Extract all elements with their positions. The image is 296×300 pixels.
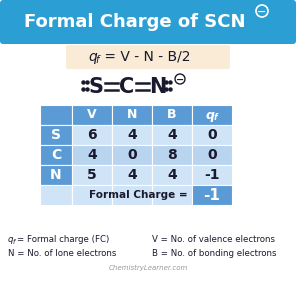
Text: C: C xyxy=(51,148,61,162)
Text: f: f xyxy=(213,113,217,122)
Bar xyxy=(40,105,72,125)
Text: -1: -1 xyxy=(204,188,221,202)
Text: B = No. of bonding electrons: B = No. of bonding electrons xyxy=(152,248,276,257)
Bar xyxy=(72,165,112,185)
Bar xyxy=(40,185,72,205)
Text: 4: 4 xyxy=(167,168,177,182)
Bar xyxy=(192,125,232,145)
Text: 5: 5 xyxy=(87,168,97,182)
Text: 4: 4 xyxy=(167,128,177,142)
Text: 4: 4 xyxy=(87,148,97,162)
Text: ChemistryLearner.com: ChemistryLearner.com xyxy=(108,265,188,271)
Text: 4: 4 xyxy=(127,168,137,182)
Bar xyxy=(192,145,232,165)
Text: S: S xyxy=(89,77,104,97)
Bar xyxy=(40,145,72,165)
Bar xyxy=(40,165,72,185)
Text: q: q xyxy=(205,109,215,122)
Bar xyxy=(152,165,192,185)
Text: N: N xyxy=(149,77,167,97)
Bar xyxy=(72,145,112,165)
Text: q: q xyxy=(8,236,14,244)
Bar xyxy=(152,105,192,125)
Text: N: N xyxy=(127,109,137,122)
Bar xyxy=(192,185,232,205)
Bar xyxy=(192,165,232,185)
FancyBboxPatch shape xyxy=(0,0,296,44)
Text: V: V xyxy=(87,109,97,122)
Text: 6: 6 xyxy=(87,128,97,142)
Text: 0: 0 xyxy=(207,128,217,142)
Bar xyxy=(112,125,152,145)
Bar xyxy=(152,145,192,165)
Text: 4: 4 xyxy=(127,128,137,142)
Bar xyxy=(40,125,72,145)
Text: C: C xyxy=(119,77,135,97)
Bar xyxy=(152,185,192,205)
Bar xyxy=(112,165,152,185)
Bar xyxy=(72,185,112,205)
Text: q: q xyxy=(88,50,97,64)
Text: 0: 0 xyxy=(127,148,137,162)
Text: -1: -1 xyxy=(204,168,220,182)
Text: f: f xyxy=(95,55,98,65)
Text: f: f xyxy=(13,239,15,245)
Text: S: S xyxy=(51,128,61,142)
Bar xyxy=(112,145,152,165)
Text: = Formal charge (FC): = Formal charge (FC) xyxy=(17,236,109,244)
Bar xyxy=(152,125,192,145)
Bar xyxy=(72,125,112,145)
Text: V = No. of valence electrons: V = No. of valence electrons xyxy=(152,236,275,244)
Text: B: B xyxy=(167,109,177,122)
Bar xyxy=(112,105,152,125)
Text: N: N xyxy=(50,168,62,182)
Text: = V - N - B/2: = V - N - B/2 xyxy=(100,50,191,64)
Bar xyxy=(192,105,232,125)
Bar xyxy=(112,185,152,205)
Text: 0: 0 xyxy=(207,148,217,162)
Bar xyxy=(72,105,112,125)
Text: −: − xyxy=(176,74,184,85)
Text: N = No. of lone electrons: N = No. of lone electrons xyxy=(8,248,116,257)
Text: Formal Charge =: Formal Charge = xyxy=(89,190,188,200)
Text: Formal Charge of SCN: Formal Charge of SCN xyxy=(24,13,246,31)
Text: 8: 8 xyxy=(167,148,177,162)
FancyBboxPatch shape xyxy=(66,45,230,69)
Text: −: − xyxy=(257,7,267,16)
